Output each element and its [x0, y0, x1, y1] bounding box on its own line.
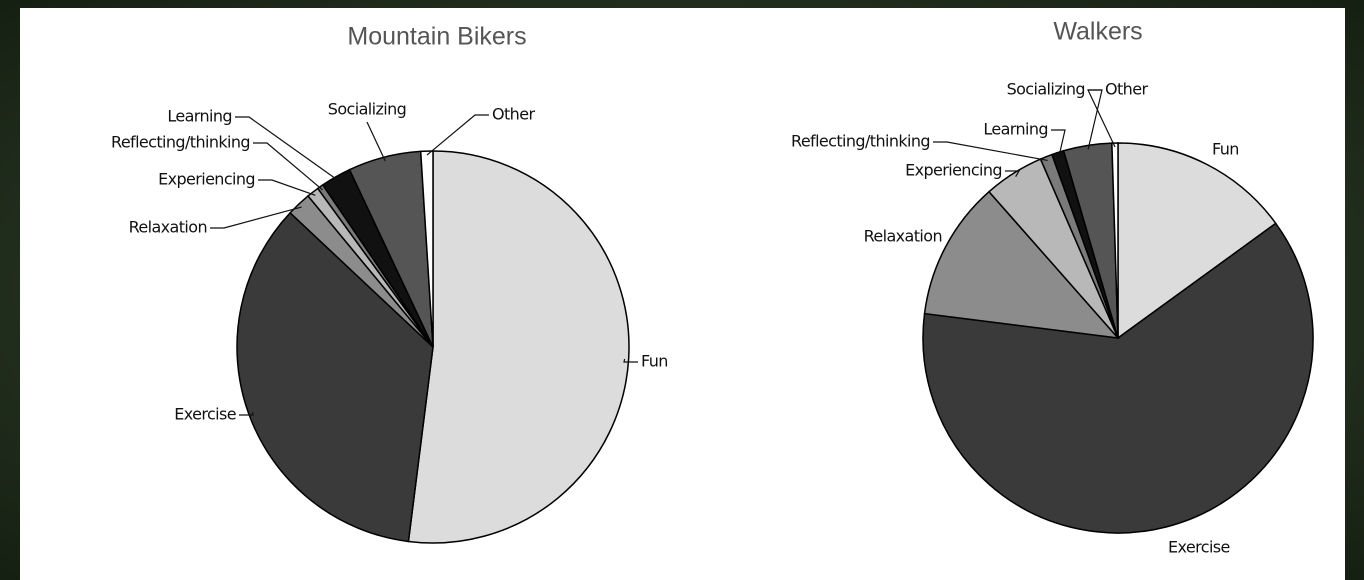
- leader-line: [1005, 170, 1021, 178]
- slice-label: Relaxation: [864, 227, 942, 246]
- leader-line: [1051, 129, 1066, 157]
- pie-slice: [236, 211, 434, 543]
- slice-label: Reflecting/thinking: [111, 133, 250, 152]
- pie-slice: [1117, 142, 1277, 340]
- slice-label: Reflecting/thinking: [791, 132, 930, 151]
- slice-label: Other: [1105, 80, 1148, 99]
- pie-slice: [923, 190, 1120, 339]
- leader-line: [253, 142, 323, 191]
- slice-label: Other: [492, 105, 535, 124]
- slice-label: Fun: [1212, 140, 1239, 159]
- leader-line: [1087, 89, 1116, 148]
- chart-title: Mountain Bikers: [347, 23, 526, 51]
- slice-label: Experiencing: [905, 161, 1002, 180]
- chart-title: Walkers: [1053, 18, 1142, 46]
- leader-line: [235, 116, 339, 181]
- slice-label: Exercise: [174, 405, 236, 424]
- leader-line: [258, 179, 316, 196]
- slice-label: Fun: [641, 352, 668, 371]
- slice-label: Exercise: [1168, 538, 1230, 557]
- slice-label: Learning: [983, 120, 1048, 139]
- leader-line: [933, 141, 1048, 162]
- slice-label: Socializing: [328, 100, 406, 119]
- leader-line: [210, 206, 302, 229]
- leader-line: [239, 411, 254, 416]
- leader-line: [426, 114, 489, 156]
- pie-slice: [419, 150, 434, 348]
- slice-label: Experiencing: [158, 170, 255, 189]
- slice-label: Socializing: [1007, 80, 1085, 99]
- pie-slice: [922, 222, 1314, 534]
- slice-label: Relaxation: [129, 218, 207, 237]
- slice-label: Learning: [167, 107, 232, 126]
- pie-slice: [1111, 142, 1119, 339]
- leader-line: [366, 121, 386, 162]
- pie-slice: [407, 150, 630, 544]
- leader-line: [623, 358, 638, 363]
